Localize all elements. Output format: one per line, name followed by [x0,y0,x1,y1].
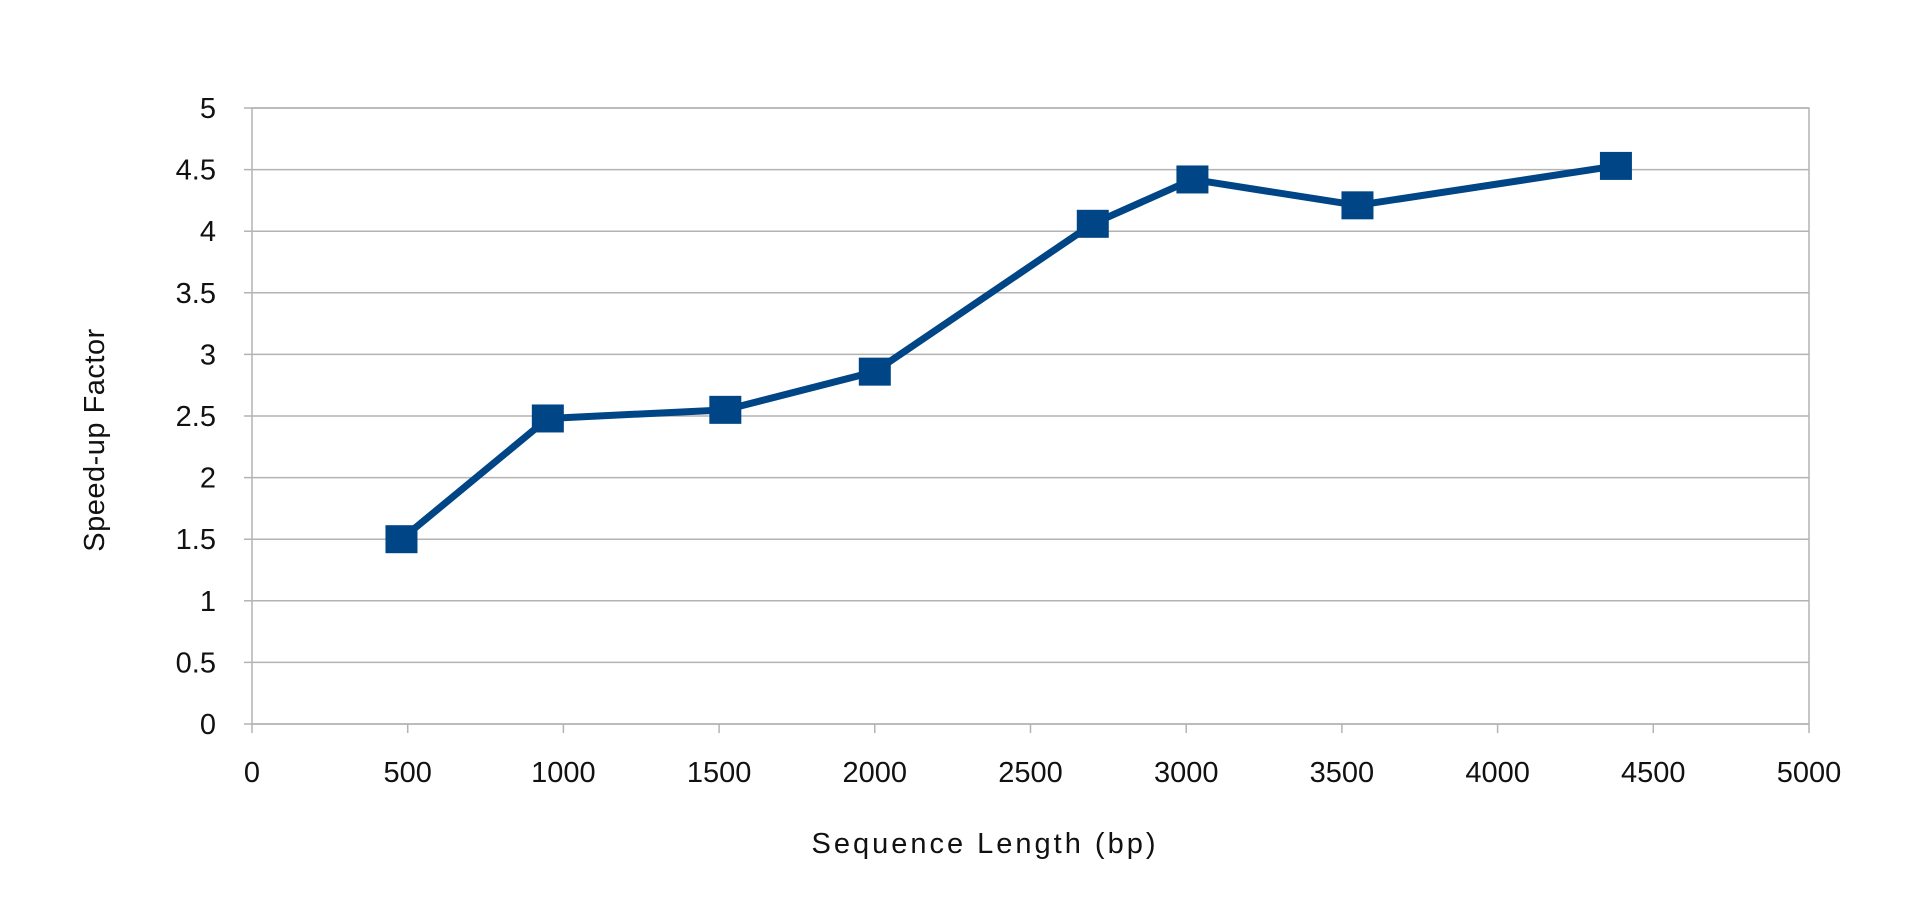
data-point [385,525,418,554]
series-line [399,162,1617,542]
data-point [531,404,564,433]
x-axis-title: Sequence Length (bp) [812,828,1159,860]
y-tick-label: 2 [200,463,216,495]
y-tick-label: 4.5 [176,155,216,187]
y-tick-label: 0.5 [176,647,216,679]
x-tick-label: 1000 [531,757,596,789]
y-tick-label: 5 [200,93,216,125]
data-point [709,395,742,424]
data-point [1341,191,1374,220]
y-tick-label: 3.5 [176,278,216,310]
x-axis-labels: 0 500 1000 1500 2000 2500 3000 3500 4000 4500 5000 [244,757,1841,789]
x-tick-label: 4000 [1465,757,1530,789]
x-tick-label: 5000 [1777,757,1842,789]
y-tick-label: 2.5 [176,401,216,433]
y-tick-label: 1.5 [176,524,216,556]
y-axis-labels: 0 0.5 1 1.5 2 2.5 3 3.5 4 4.5 5 [176,93,216,741]
y-axis-title: Speed-up Factor [79,328,111,552]
data-point [1076,209,1109,238]
x-tick-label: 1500 [687,757,752,789]
y-tick-label: 4 [200,216,216,248]
x-tick-label: 2500 [998,757,1063,789]
series-group [385,151,1632,554]
y-tick-label: 3 [200,339,216,371]
y-tick-label: 0 [200,709,216,741]
x-tick-label: 4500 [1621,757,1686,789]
x-axis-ticks [251,724,1810,733]
x-tick-label: 500 [384,757,432,789]
data-point [858,357,891,386]
x-tick-label: 2000 [843,757,908,789]
x-tick-label: 0 [244,757,260,789]
y-tick-label: 1 [200,586,216,618]
data-point [1599,151,1632,180]
data-point [1176,165,1209,194]
x-tick-label: 3500 [1310,757,1375,789]
x-tick-label: 3000 [1154,757,1219,789]
